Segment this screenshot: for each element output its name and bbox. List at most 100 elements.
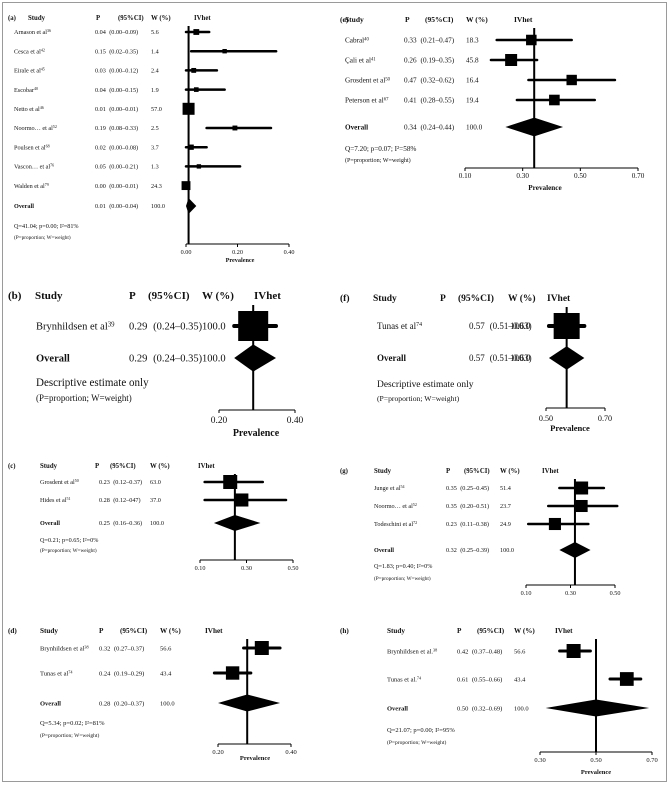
study-proportion: 0.47: [404, 77, 417, 85]
header-weight: W (%): [150, 463, 170, 470]
study-ci: (0.19–0.29): [114, 670, 144, 677]
study-label: Eirale et al: [14, 68, 41, 75]
x-axis-tick-label: 0.10: [195, 565, 206, 572]
overall-weight: 100.0: [150, 520, 164, 527]
heterogeneity-note: Q=7.20; p=0.07; I²=58%: [345, 145, 416, 153]
overall-ci: (0.00–0.04): [109, 203, 138, 210]
study-reference: 51: [66, 496, 70, 501]
header-study: Study: [28, 15, 46, 22]
study-label: Noormo… et al: [374, 503, 413, 510]
study-proportion: 0.05: [95, 164, 106, 171]
study-point-estimate: [548, 517, 561, 531]
x-axis-tick-label: 0.40: [285, 749, 296, 756]
study-ci: (0.24–0.35): [153, 322, 202, 333]
study-proportion: 0.03: [95, 68, 106, 75]
study-point-estimate: [191, 67, 197, 73]
x-axis-tick-label: 0.30: [516, 172, 529, 180]
overall-weight: 100.0: [151, 203, 165, 210]
panel-label: (f): [340, 293, 350, 304]
study-point-estimate: [188, 144, 194, 150]
study-weight: 43.4: [514, 676, 526, 683]
study-label: Cesca et al: [14, 48, 41, 55]
study-label-with-ref: Cesca et al42: [14, 47, 45, 56]
overall-diamond: [234, 344, 276, 372]
study-label-with-ref: Peterson et al67: [345, 97, 389, 105]
study-reference: 50: [385, 77, 390, 82]
header-weight: W (%): [508, 293, 536, 304]
overall-weight: 100.0: [514, 705, 529, 712]
x-axis-tick-label: 0.30: [241, 565, 252, 572]
study-label-with-ref: Noormo… et al52: [14, 124, 57, 133]
study-weight: 1.4: [151, 48, 159, 55]
overall-label: Overall: [14, 203, 34, 210]
study-label: Brynhildsen et al: [36, 322, 108, 333]
study-label-with-ref: Walden et al79: [14, 181, 49, 190]
study-weight: 23.7: [500, 503, 511, 510]
study-ci: (0.00–0.01): [109, 106, 138, 113]
header-p: P: [405, 15, 410, 24]
overall-weight: 100.0: [500, 547, 514, 554]
header-study: Study: [40, 463, 58, 470]
study-ci: (0.19–0.35): [421, 57, 455, 65]
study-label: Netto et al: [14, 106, 40, 113]
study-reference: 36: [47, 28, 51, 33]
header-ci: (95%CI): [477, 627, 505, 635]
header-p: P: [95, 463, 99, 470]
header-ci: (95%CI): [148, 290, 190, 302]
study-weight: 16.4: [466, 77, 479, 85]
study-proportion: 0.32: [99, 645, 110, 652]
study-label-with-ref: Noormo… et al52: [374, 502, 417, 511]
x-axis-tick-label: 0.30: [534, 757, 545, 764]
panel-label: (g): [340, 468, 348, 475]
study-point-estimate: [193, 29, 200, 35]
overall-weight: 100.0: [202, 354, 226, 365]
header-weight: W (%): [151, 15, 171, 22]
heterogeneity-note: Descriptive estimate only: [377, 380, 474, 390]
heterogeneity-note: Q=21.07; p=0.00; I²=95%: [387, 727, 455, 734]
overall-label: Overall: [387, 705, 408, 712]
header-p: P: [129, 290, 136, 302]
study-reference: 74: [68, 669, 73, 674]
panel-label: (e): [340, 15, 349, 24]
x-axis-title: Prevalence: [581, 769, 611, 776]
header-ci: (95%CI): [118, 15, 144, 22]
study-weight: 57.0: [151, 106, 162, 113]
study-label-with-ref: Brynhildsen et al38: [40, 644, 89, 653]
overall-label: Overall: [374, 547, 394, 554]
overall-ci: (0.24–0.35): [153, 354, 202, 365]
study-proportion: 0.01: [95, 106, 106, 113]
study-label-with-ref: Escobar40: [14, 85, 38, 94]
study-proportion: 0.26: [404, 57, 417, 65]
study-weight: 100.0: [510, 321, 531, 331]
overall-ci: (0.32–0.69): [472, 705, 502, 712]
x-axis-tick-label: 0.40: [287, 416, 304, 426]
overall-proportion: 0.25: [99, 520, 110, 527]
study-ci: (0.00–0.08): [109, 144, 138, 151]
study-label: Cabral: [345, 37, 364, 45]
study-proportion: 0.42: [457, 648, 468, 655]
study-label: Brynhildsen et al.: [387, 648, 433, 655]
x-axis-tick-label: 0.20: [211, 416, 228, 426]
panel-label: (c): [8, 463, 16, 470]
header-ci: (95%CI): [110, 463, 136, 470]
study-label-with-ref: Junge et al54: [374, 484, 404, 493]
study-proportion: 0.23: [446, 521, 457, 528]
study-weight: 2.5: [151, 125, 159, 132]
header-weight: W (%): [160, 627, 181, 635]
study-proportion: 0.35: [446, 485, 457, 492]
study-point-estimate: [526, 34, 537, 46]
study-label: Grosdent et al: [40, 479, 75, 486]
study-weight: 1.9: [151, 87, 159, 94]
study-point-estimate: [238, 311, 269, 341]
study-label-with-ref: Poulsen et al68: [14, 143, 50, 152]
study-proportion: 0.23: [99, 479, 110, 486]
study-point-estimate: [232, 125, 238, 131]
study-ci: (0.25–0.45): [460, 485, 489, 492]
header-ivhet: IVhet: [547, 294, 571, 304]
x-axis-title: Prevalence: [226, 257, 255, 264]
study-point-estimate: [196, 164, 202, 169]
panel-label: (h): [340, 627, 349, 635]
study-ci: (0.37–0.48): [472, 648, 502, 655]
header-study: Study: [387, 627, 405, 635]
